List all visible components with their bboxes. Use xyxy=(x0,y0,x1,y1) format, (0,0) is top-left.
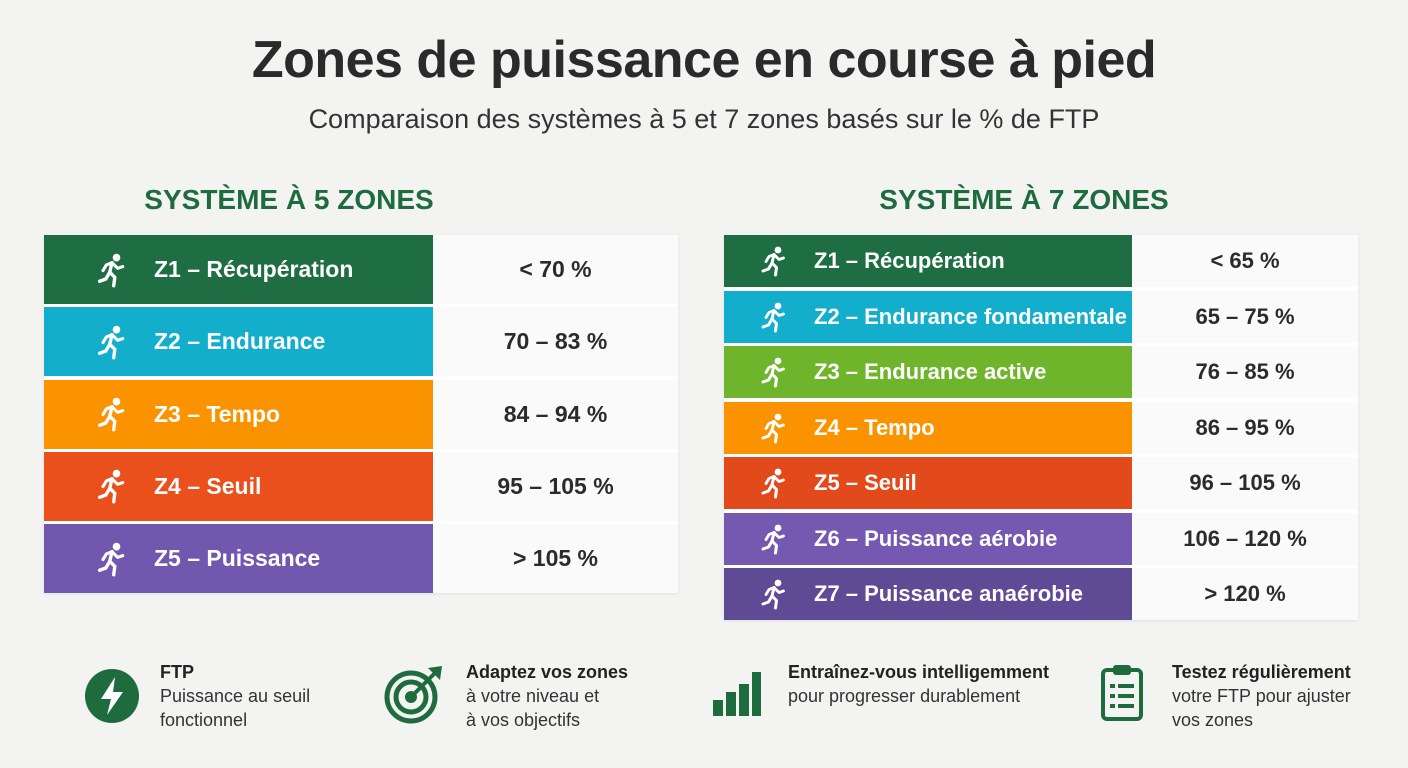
system7-zone-cell: Z4 – Tempo xyxy=(724,401,1132,454)
footer-test-line-2: vos zones xyxy=(1172,710,1254,730)
runner-icon xyxy=(758,301,790,333)
system7-row-z5: Z5 – Seuil 96 – 105 % xyxy=(724,457,1358,509)
system5-zone-label: Z4 – Seuil xyxy=(154,472,262,499)
footer-test: Testez régulièrement votre FTP pour ajus… xyxy=(1100,660,1351,732)
runner-icon xyxy=(94,468,130,504)
system7-zone-label: Z5 – Seuil xyxy=(814,470,917,495)
system5-row-z5: Z5 – Puissance > 105 % xyxy=(44,524,678,593)
footer-ftp-title: FTP xyxy=(160,662,194,682)
footer-train-title: Entraînez-vous intelligemment xyxy=(788,662,1050,682)
system7-zone-cell: Z2 – Endurance fondamentale xyxy=(724,290,1132,343)
system5-zone-cell: Z1 – Récupération xyxy=(44,235,433,304)
system7-row-z4: Z4 – Tempo 86 – 95 % xyxy=(724,401,1358,454)
system7-title: SYSTÈME À 7 ZONES xyxy=(879,184,1169,215)
system7-row-z6: Z6 – Puissance aérobie 106 – 120 % xyxy=(724,512,1358,565)
system7-zone-cell: Z3 – Endurance active xyxy=(724,346,1132,398)
lightning-icon xyxy=(84,668,140,729)
system5-row-z4: Z4 – Seuil 95 – 105 % xyxy=(44,451,678,521)
runner-icon xyxy=(758,523,790,555)
system7-zone-label: Z3 – Endurance active xyxy=(814,359,1047,384)
system5-zone-range: < 70 % xyxy=(433,235,678,304)
system5-row-z1: Z1 – Récupération < 70 % xyxy=(44,235,678,304)
system5-zone-label: Z3 – Tempo xyxy=(154,400,281,427)
system7-zone-range: 76 – 85 % xyxy=(1132,346,1358,398)
system7-zone-label: Z1 – Récupération xyxy=(814,248,1005,273)
system7-zone-range: 65 – 75 % xyxy=(1132,290,1358,343)
runner-icon xyxy=(758,412,790,444)
system5-zone-label: Z5 – Puissance xyxy=(154,545,321,571)
footer-adapt-line-2: à vos objectifs xyxy=(466,710,581,730)
target-icon xyxy=(384,664,444,729)
runner-icon xyxy=(758,578,790,610)
system7-zone-cell: Z5 – Seuil xyxy=(724,457,1132,509)
system5-zone-label: Z1 – Récupération xyxy=(154,256,354,282)
system7-zone-range: < 65 % xyxy=(1132,235,1358,287)
system5-zone-cell: Z2 – Endurance xyxy=(44,307,433,377)
page-subtitle: Comparaison des systèmes à 5 et 7 zones … xyxy=(308,104,1100,134)
system5-title: SYSTÈME À 5 ZONES xyxy=(144,184,434,215)
system5-zone-cell: Z4 – Seuil xyxy=(44,451,433,521)
system7-zone-cell: Z1 – Récupération xyxy=(724,235,1132,287)
system5-row-z2: Z2 – Endurance 70 – 83 % xyxy=(44,307,678,377)
footer-ftp-line-1: Puissance au seuil xyxy=(160,686,311,706)
system5-zone-cell: Z3 – Tempo xyxy=(44,379,433,449)
clipboard-icon xyxy=(1100,662,1144,727)
system7-zone-label: Z2 – Endurance fondamentale xyxy=(814,303,1127,329)
footer-ftp-line-2: fonctionnel xyxy=(160,710,248,730)
footer-train: Entraînez-vous intelligemment pour progr… xyxy=(712,660,1049,723)
footer-adapt-title: Adaptez vos zones xyxy=(466,662,629,682)
system7-zone-range: > 120 % xyxy=(1132,568,1358,620)
system7-row-z1: Z1 – Récupération < 65 % xyxy=(724,235,1358,287)
system7-zone-cell: Z6 – Puissance aérobie xyxy=(724,512,1132,565)
runner-icon xyxy=(94,324,130,360)
system5-zone-cell: Z5 – Puissance xyxy=(44,524,433,593)
system7-zone-label: Z6 – Puissance aérobie xyxy=(814,525,1058,551)
system5-row-z3: Z3 – Tempo 84 – 94 % xyxy=(44,379,678,449)
system7-row-z7: Z7 – Puissance anaérobie > 120 % xyxy=(724,568,1358,620)
footer-adapt-line-1: à votre niveau et xyxy=(466,686,600,706)
footer-adapt: Adaptez vos zones à votre niveau et à vo… xyxy=(384,660,628,732)
system5-zone-range: 70 – 83 % xyxy=(433,307,678,377)
system5-zone-range: > 105 % xyxy=(433,524,678,593)
system7-zone-cell: Z7 – Puissance anaérobie xyxy=(724,568,1132,620)
system7-zone-range: 106 – 120 % xyxy=(1132,512,1358,565)
system5-zone-range: 95 – 105 % xyxy=(433,451,678,521)
system7-zone-label: Z4 – Tempo xyxy=(814,414,935,440)
system7-zone-range: 96 – 105 % xyxy=(1132,457,1358,509)
runner-icon xyxy=(758,245,790,277)
page-title: Zones de puissance en course à pied xyxy=(251,31,1157,89)
runner-icon xyxy=(94,396,130,432)
footer-test-title: Testez régulièrement xyxy=(1172,662,1351,682)
footer-test-line-1: votre FTP pour ajuster xyxy=(1172,686,1351,706)
system7-zone-label: Z7 – Puissance anaérobie xyxy=(814,581,1084,606)
footer-train-line-1: pour progresser durablement xyxy=(788,686,1021,706)
system5-zone-label: Z2 – Endurance xyxy=(154,328,326,355)
bar-chart-icon xyxy=(712,668,762,723)
system5-zone-range: 84 – 94 % xyxy=(433,379,678,449)
runner-icon xyxy=(94,541,130,577)
system7-row-z2: Z2 – Endurance fondamentale 65 – 75 % xyxy=(724,290,1358,343)
system7-row-z3: Z3 – Endurance active 76 – 85 % xyxy=(724,346,1358,398)
system5-table: Z1 – Récupération < 70 % Z2 – Endurance 70 … xyxy=(44,235,678,593)
runner-icon xyxy=(758,467,790,499)
footer-ftp: FTP Puissance au seuil fonctionnel xyxy=(84,660,310,732)
runner-icon xyxy=(94,252,130,288)
system7-zone-range: 86 – 95 % xyxy=(1132,401,1358,454)
system7-table: Z1 – Récupération < 65 % Z2 – Endurance fo… xyxy=(724,235,1358,620)
runner-icon xyxy=(758,356,790,388)
